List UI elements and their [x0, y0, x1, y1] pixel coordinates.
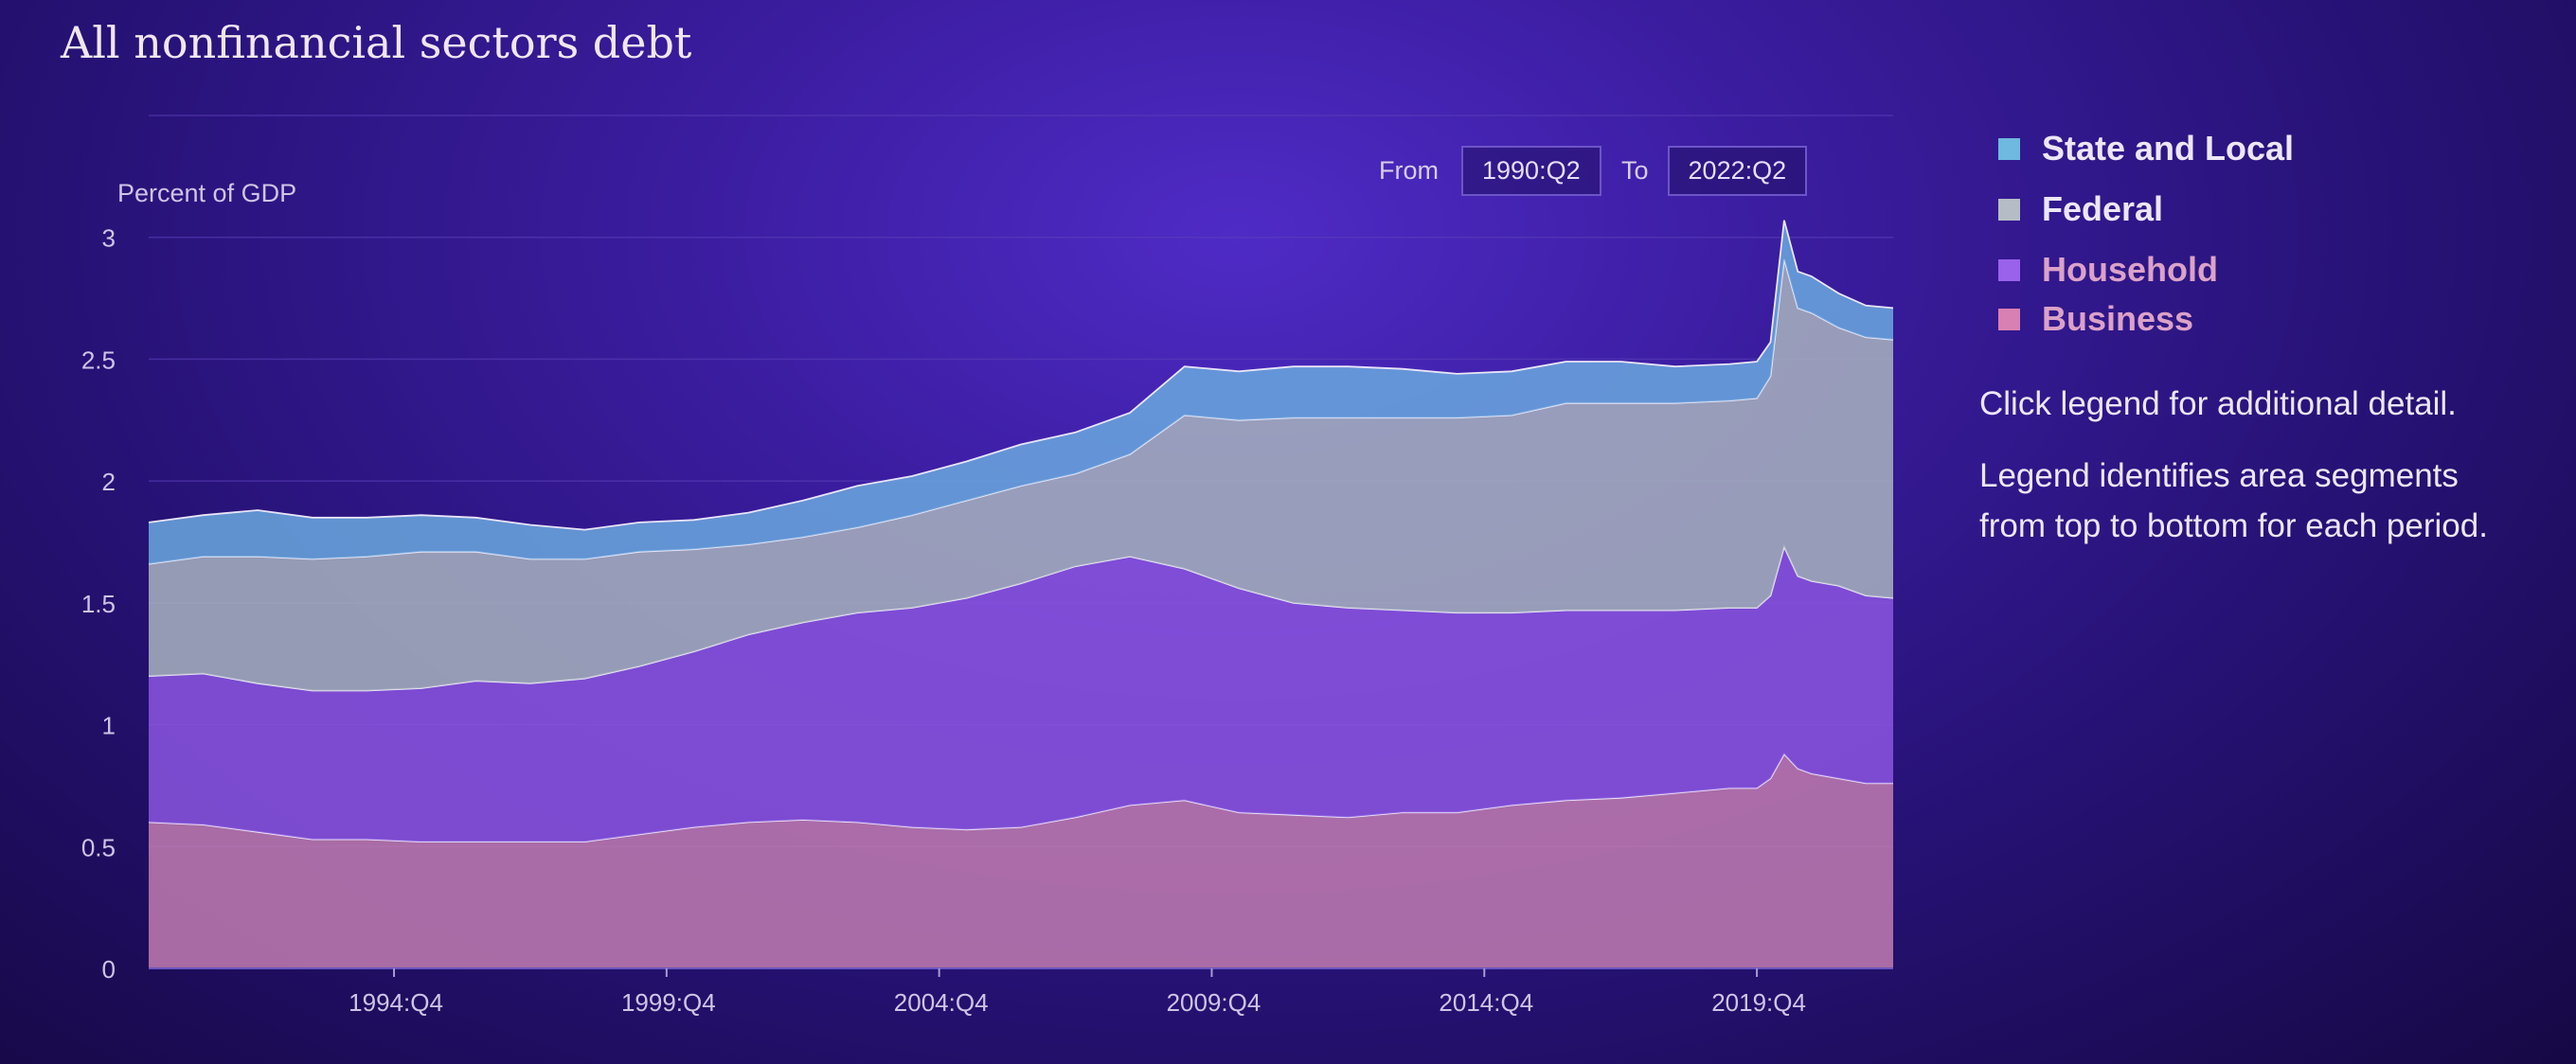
- x-tick-label-2: 2004:Q4: [894, 988, 989, 1017]
- y-tick-label-5: 2.5: [81, 346, 116, 374]
- area-business: [149, 754, 1893, 968]
- legend-label-federal: Federal: [2042, 189, 2164, 228]
- legend-item-business[interactable]: Business: [1998, 299, 2193, 339]
- business-swatch: [1998, 308, 2020, 330]
- to-date-input[interactable]: 2022:Q2: [1667, 145, 1808, 196]
- y-tick-label-4: 2: [102, 468, 116, 496]
- from-label: From: [1379, 155, 1439, 185]
- legend-order-note-line-1: Legend identifies area segments: [1979, 457, 2459, 494]
- federal-swatch: [1998, 198, 2020, 221]
- area-boundary-state-and-local: [148, 220, 1894, 531]
- area-federal: [149, 258, 1893, 691]
- area-state-and-local: [149, 220, 1893, 564]
- legend-label-state-and-local: State and Local: [2042, 129, 2295, 168]
- state-and-local-swatch: [1998, 137, 2020, 160]
- y-tick-label-3: 1.5: [81, 590, 116, 618]
- date-range-to: To 2022:Q2: [1621, 145, 1808, 196]
- y-tick-label-0: 0: [102, 955, 116, 984]
- legend-item-household[interactable]: Household: [1998, 250, 2218, 290]
- legend-item-federal[interactable]: Federal: [1998, 189, 2163, 229]
- y-tick-label-2: 1: [102, 712, 116, 740]
- area-household: [149, 546, 1893, 842]
- to-label: To: [1621, 155, 1649, 185]
- household-swatch: [1998, 258, 2020, 281]
- y-axis-label: Percent of GDP: [117, 179, 296, 207]
- x-tick-label-3: 2009:Q4: [1167, 988, 1261, 1017]
- y-tick-label-1: 0.5: [81, 833, 116, 861]
- legend-label-household: Household: [2042, 250, 2218, 289]
- legend-item-state-and-local[interactable]: State and Local: [1998, 129, 2294, 168]
- legend-order-note-line-2: from top to bottom for each period.: [1979, 507, 2488, 544]
- y-tick-label-6: 3: [102, 224, 116, 253]
- legend-label-business: Business: [2042, 299, 2194, 338]
- x-tick-label-1: 1999:Q4: [621, 988, 716, 1017]
- x-tick-label-4: 2014:Q4: [1439, 988, 1533, 1017]
- date-range-from: From 1990:Q2: [1379, 145, 1601, 196]
- chart-title: All nonfinancial sectors debt: [61, 17, 692, 68]
- legend-click-note: Click legend for additional detail.: [1979, 385, 2457, 422]
- x-tick-label-0: 1994:Q4: [349, 988, 443, 1017]
- x-tick-label-5: 2019:Q4: [1711, 988, 1806, 1017]
- area-chart: Percent of GDP 0 0.5 1 1.5 2 2.5 3 1994:Q4 1999:…: [81, 115, 1894, 1017]
- from-date-input[interactable]: 1990:Q2: [1461, 145, 1601, 196]
